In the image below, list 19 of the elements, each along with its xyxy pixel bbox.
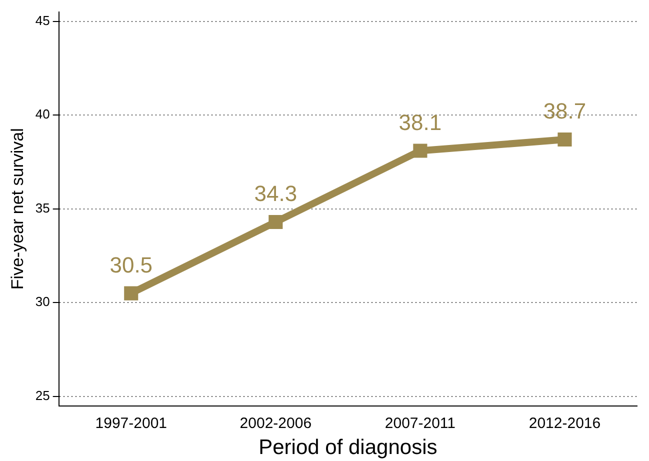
x-axis-title: Period of diagnosis: [258, 436, 438, 460]
y-tick-label: 35: [35, 200, 50, 216]
point: [124, 286, 138, 300]
data-label: 38.7: [543, 98, 586, 124]
point: [558, 132, 572, 147]
data-label: 38.1: [398, 110, 442, 135]
x-tick-label: 2002-2006: [240, 414, 312, 432]
y-tick-label: 40: [35, 106, 50, 122]
x-tick-label: 2007-2011: [384, 414, 456, 432]
y-axis-title: Five-year net survival: [8, 128, 27, 290]
x-tick-label: 1997-2001: [95, 414, 167, 432]
y-tick-label: 30: [35, 294, 50, 310]
point: [268, 214, 283, 230]
data-label: 34.3: [254, 181, 298, 206]
y-tick-label: 25: [35, 388, 50, 403]
data-label: 30.5: [110, 252, 153, 278]
y-tick-label: 45: [35, 12, 50, 28]
point: [413, 144, 428, 158]
x-tick-label: 2012-2016: [528, 414, 601, 432]
